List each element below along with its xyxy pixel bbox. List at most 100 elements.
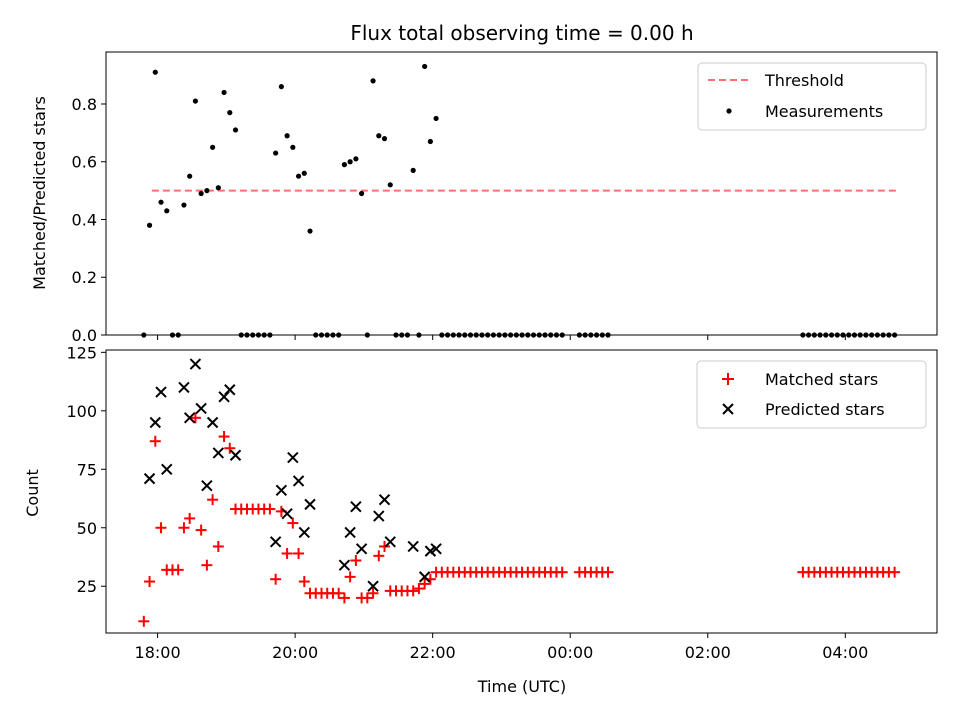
predicted-star-point (430, 543, 442, 555)
bottom-ytick-label: 25 (77, 577, 97, 596)
matched-star-point (138, 615, 150, 627)
matched-star-point (287, 517, 299, 529)
predicted-star-point (407, 540, 419, 553)
measurement-point (181, 202, 187, 208)
measurement-point (427, 138, 433, 145)
bottom-xtick-label: 22:00 (410, 643, 456, 662)
top-ytick-label: 0.4 (72, 210, 97, 229)
matched-star-point (361, 592, 373, 604)
matched-star-point (149, 435, 161, 447)
matched-star-point (178, 522, 190, 534)
measurement-point (187, 173, 193, 179)
predicted-star-point (378, 493, 391, 506)
legend-measurement-marker (726, 108, 732, 114)
measurement-point (387, 182, 393, 188)
legend-predicted-label: Predicted stars (765, 400, 885, 419)
matched-star-point (419, 578, 431, 590)
predicted-star-point (350, 500, 362, 513)
bottom-ytick-label: 50 (77, 519, 97, 538)
measurement-point (341, 162, 348, 168)
predicted-star-point (384, 536, 396, 548)
measurement-point (146, 222, 153, 228)
predicted-star-point (269, 536, 282, 548)
measurement-point (198, 190, 204, 197)
bottom-ytick-label: 75 (77, 460, 97, 479)
predicted-star-point (344, 526, 356, 539)
bottom-legend-box (696, 360, 927, 429)
top-ylabel: Matched/Predicted stars (30, 96, 49, 290)
predicted-star-point (418, 571, 431, 583)
bottom-yticks: 25 50 75 100 125 (66, 343, 106, 596)
predicted-star-point (229, 449, 242, 461)
matched-star-point (189, 412, 201, 424)
top-yticks: 0.0 0.2 0.4 0.6 0.8 (72, 95, 106, 345)
predicted-star-point (149, 416, 161, 429)
measurement-point (295, 173, 302, 179)
matched-star-point (344, 571, 356, 583)
measurement-point (301, 170, 307, 176)
matched-star-point (333, 587, 345, 599)
measurement-point (284, 133, 290, 139)
top-legend: Threshold Measurements (697, 62, 927, 131)
matched-star-point (350, 554, 362, 566)
measurement-point (422, 63, 428, 70)
top-ytick-label: 0.0 (72, 326, 97, 345)
bottom-xtick-label: 20:00 (272, 643, 318, 662)
top-legend-box (697, 62, 927, 131)
matched-star-point (264, 503, 276, 515)
top-ytick-label: 0.8 (72, 95, 97, 114)
legend-matched-marker (722, 373, 734, 385)
bottom-panel: Count Time (UTC) 25 50 75 100 125 18:00 20:00… (23, 343, 938, 696)
predicted-star-point (355, 543, 368, 555)
top-panel: Matched/Predicted stars 0.00.20.40.60.8 … (30, 51, 938, 345)
matched-star-point (224, 442, 236, 454)
legend-measurements-label: Measurements (765, 102, 883, 121)
matched-star-point (338, 592, 350, 604)
measurement-point (278, 84, 284, 90)
matched-star-point (889, 566, 901, 578)
measurement-point (192, 98, 199, 104)
bottom-axes-frame (105, 349, 938, 634)
measurement-point (376, 133, 382, 139)
bottom-legend: Matched stars Predicted stars (696, 360, 927, 429)
predicted-star-point (373, 510, 385, 522)
matched-star-point (207, 494, 219, 506)
bottom-xlabel: Time (UTC) (477, 677, 566, 696)
measurement-point (164, 208, 170, 214)
top-ytick-label: 0.6 (72, 153, 97, 172)
legend-threshold-label: Threshold (764, 71, 844, 90)
matched-star-point (144, 576, 156, 588)
measurement-point (359, 190, 365, 197)
measurement-point (410, 167, 416, 173)
measurement-point (381, 136, 388, 142)
matched-star-point (298, 576, 310, 588)
legend-predicted-marker (722, 403, 734, 415)
predicted-star-point (143, 472, 156, 485)
bottom-ylabel: Count (23, 469, 42, 517)
matched-star-point (201, 559, 213, 571)
measurement-point (215, 185, 221, 191)
bottom-ytick-label: 100 (66, 402, 97, 421)
predicted-star-point (275, 484, 288, 497)
bottom-ytick-label: 125 (66, 343, 97, 362)
matched-star-point (407, 585, 419, 597)
measurement-point (347, 159, 353, 165)
predicted-star-point (189, 358, 202, 370)
top-axes-frame (105, 51, 938, 336)
measurement-point (209, 144, 216, 150)
matched-star-point (212, 540, 224, 552)
matched-star-point (281, 547, 293, 559)
bottom-xticks: 18:00 20:00 22:00 00:00 02:00 04:00 (135, 633, 868, 662)
matched-star-point (373, 550, 385, 562)
measurement-point (204, 188, 210, 194)
matched-star-point (293, 547, 305, 559)
bottom-xtick-label: 04:00 (822, 643, 868, 662)
predicted-star-point (367, 580, 379, 592)
bottom-series (138, 358, 901, 627)
matched-star-point (184, 512, 196, 524)
chart-title: Flux total observing time = 0.00 h (350, 21, 693, 45)
measurement-point (158, 199, 164, 205)
predicted-star-point (155, 386, 167, 398)
measurement-point (227, 110, 233, 116)
